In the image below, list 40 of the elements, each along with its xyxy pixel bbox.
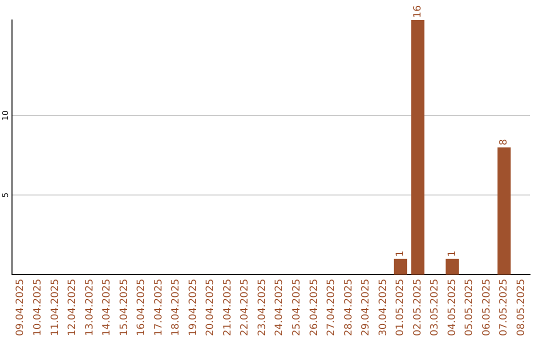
data-label: 16 bbox=[412, 5, 424, 18]
x-tick-label: 04.05.2025 bbox=[446, 278, 458, 336]
x-tick-label: 05.05.2025 bbox=[464, 278, 476, 336]
x-tick-label: 26.04.2025 bbox=[308, 278, 320, 336]
x-tick-label: 13.04.2025 bbox=[84, 278, 96, 336]
y-tick-label: 10 bbox=[1, 110, 10, 121]
x-tick-label: 29.04.2025 bbox=[360, 278, 372, 336]
x-tick-label: 25.04.2025 bbox=[291, 278, 302, 336]
x-tick-label: 16.04.2025 bbox=[136, 278, 148, 336]
x-tick-label: 10.04.2025 bbox=[32, 278, 44, 336]
x-tick-label: 12.04.2025 bbox=[67, 278, 78, 336]
data-label: 1 bbox=[446, 250, 458, 257]
x-tick-label: 18.04.2025 bbox=[170, 278, 182, 336]
x-tick-label: 23.04.2025 bbox=[256, 278, 268, 336]
x-tick-label: 14.04.2025 bbox=[102, 278, 113, 336]
x-tick-label: 28.04.2025 bbox=[343, 278, 354, 336]
x-tick-label: 02.05.2025 bbox=[412, 278, 424, 336]
x-tick-label: 15.04.2025 bbox=[118, 278, 130, 336]
x-tick-label: 30.04.2025 bbox=[378, 278, 389, 336]
data-label: 1 bbox=[395, 250, 406, 257]
bar bbox=[497, 147, 511, 275]
x-tick-label: 08.05.2025 bbox=[516, 278, 527, 336]
data-label: 8 bbox=[498, 138, 510, 146]
bar bbox=[394, 258, 408, 275]
bar bbox=[446, 258, 459, 275]
x-tick-label: 19.04.2025 bbox=[188, 278, 199, 336]
x-tick-label: 07.05.2025 bbox=[498, 278, 510, 336]
x-tick-label: 11.04.2025 bbox=[50, 278, 61, 336]
x-tick-label: 27.04.2025 bbox=[326, 278, 338, 336]
x-tick-label: 20.04.2025 bbox=[205, 278, 216, 336]
y-tick-label: 5 bbox=[1, 192, 10, 198]
x-tick-label: 24.04.2025 bbox=[274, 278, 286, 336]
x-tick-label: 01.05.2025 bbox=[395, 278, 406, 336]
x-tick-label: 06.05.2025 bbox=[481, 278, 492, 336]
x-tick-label: 22.04.2025 bbox=[240, 278, 251, 336]
x-tick-label: 17.04.2025 bbox=[153, 278, 164, 336]
x-tick-label: 09.04.2025 bbox=[15, 278, 26, 336]
x-tick-label: 03.05.2025 bbox=[430, 278, 441, 336]
bar bbox=[411, 20, 424, 275]
x-tick-label: 21.04.2025 bbox=[222, 278, 234, 336]
